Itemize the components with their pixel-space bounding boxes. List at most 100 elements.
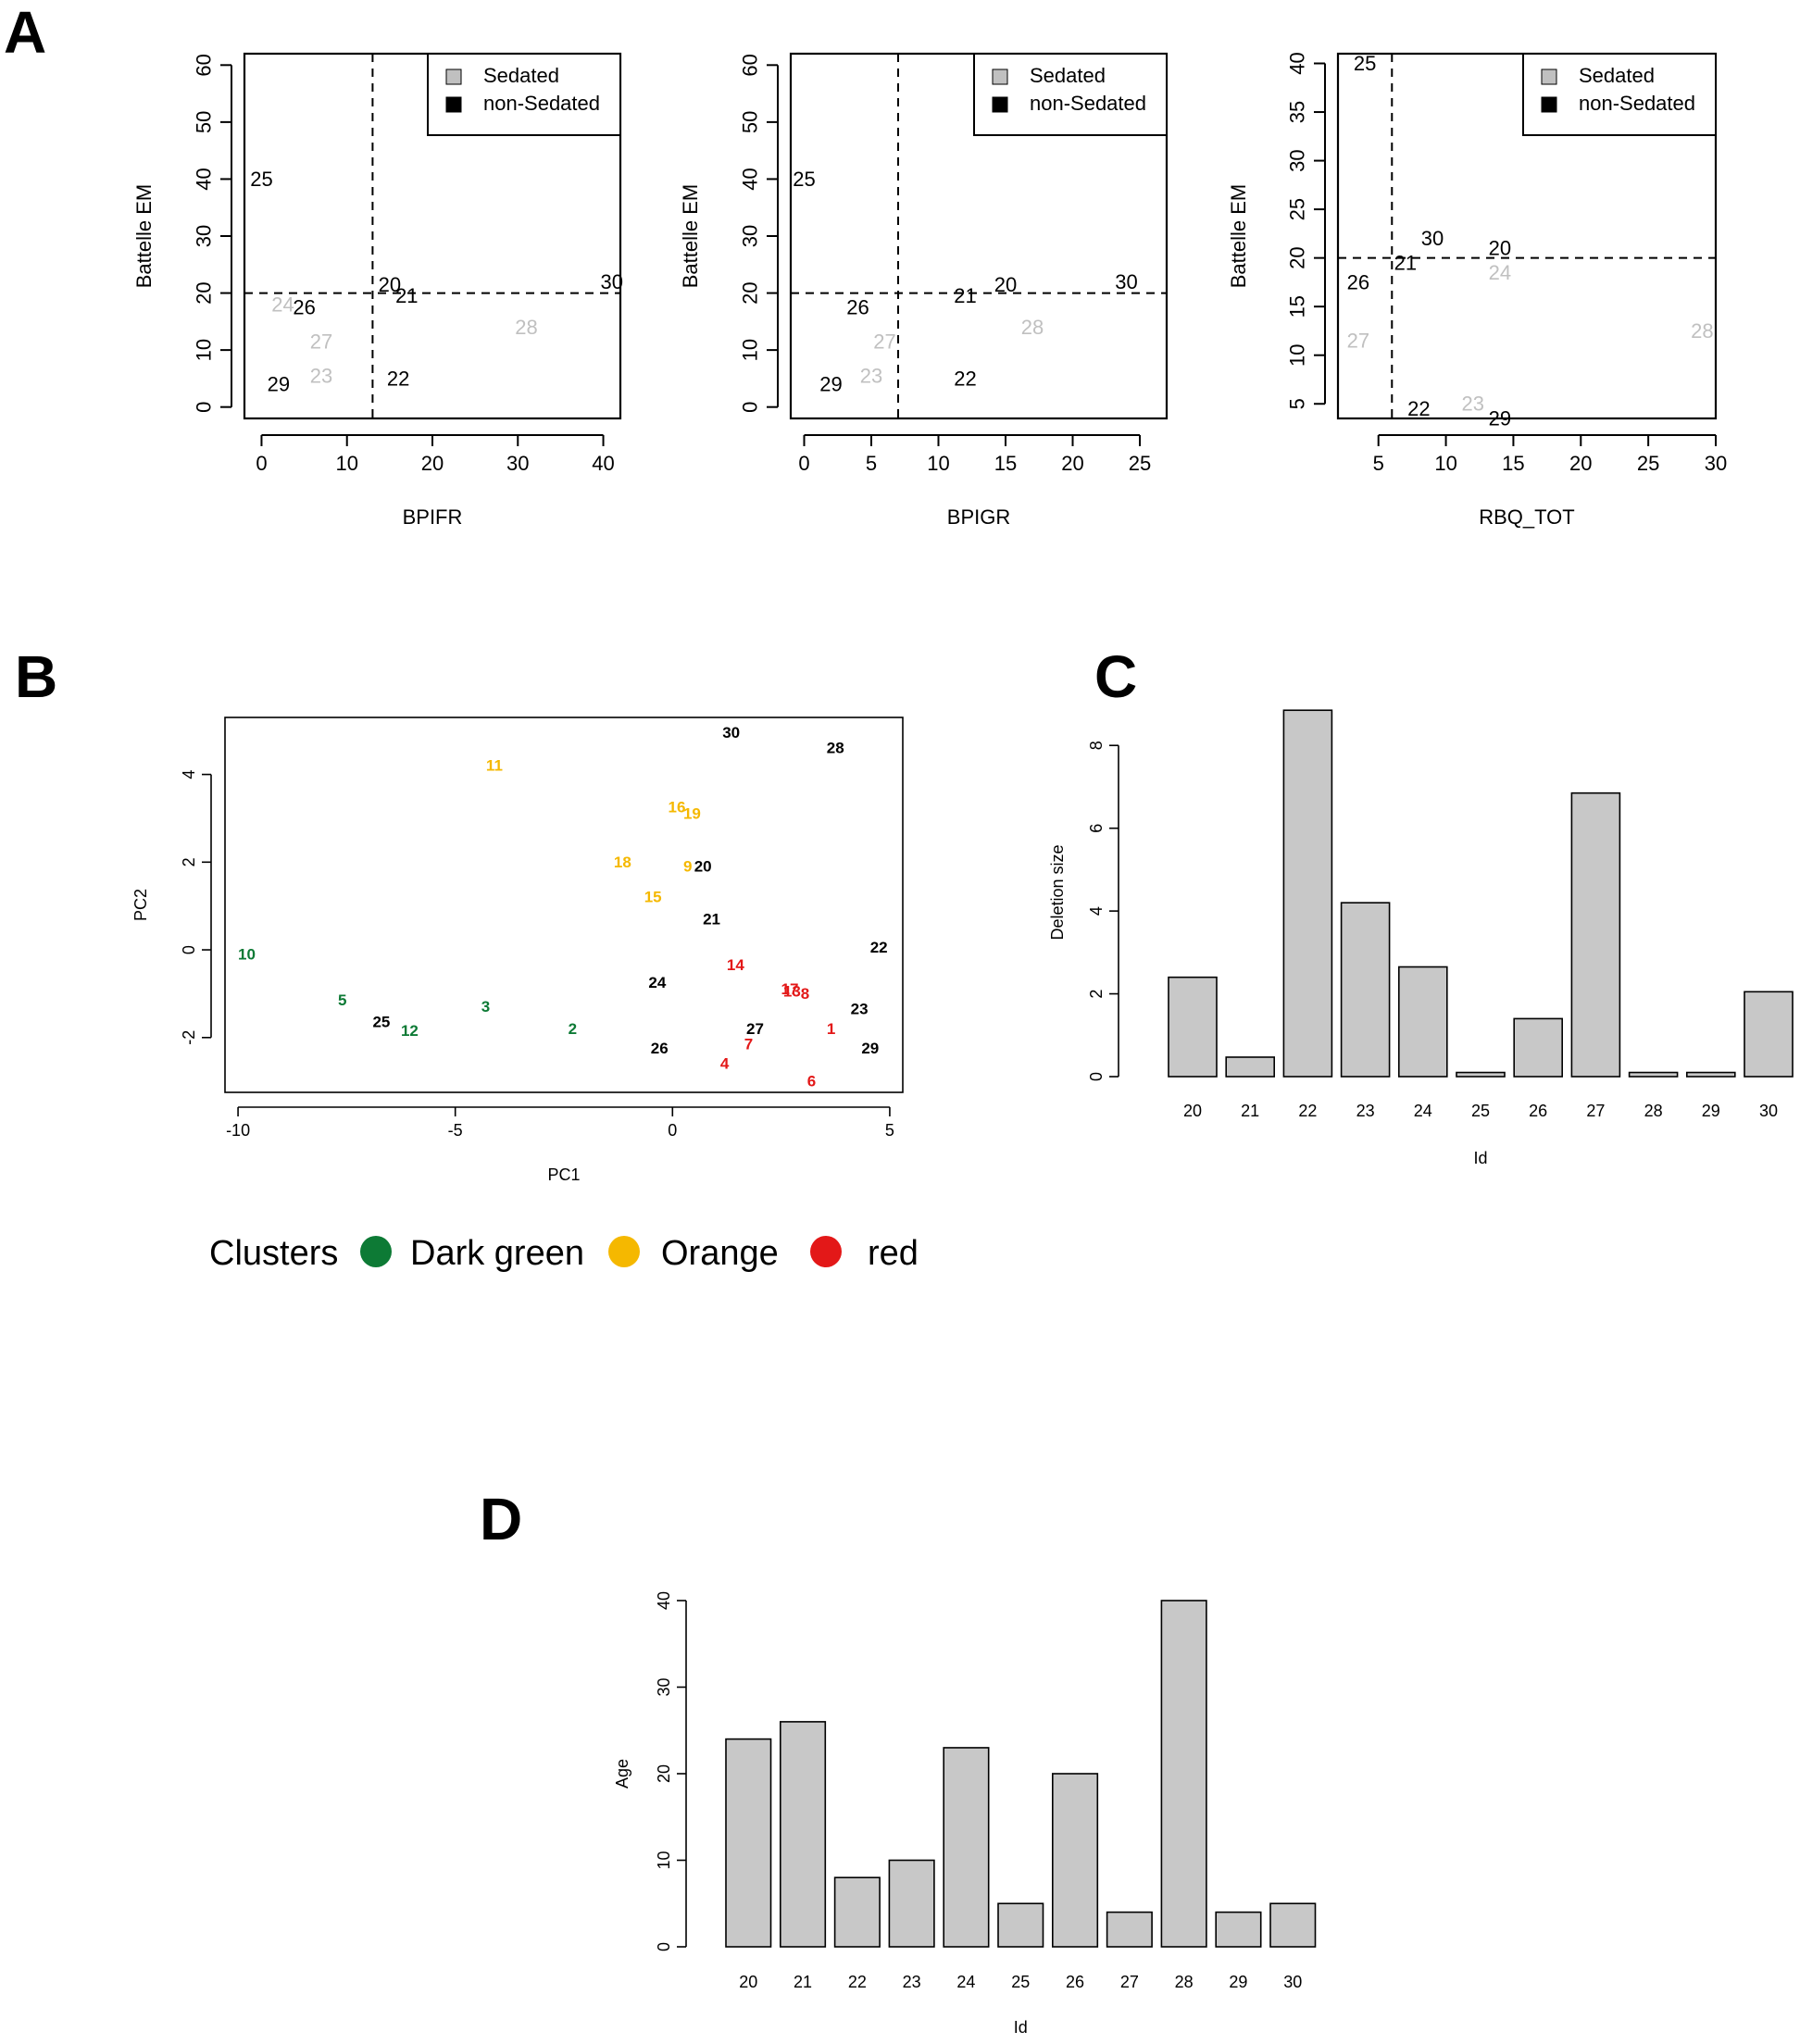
point-label-20: 20 — [379, 273, 401, 296]
legend-swatch-sedated — [992, 69, 1008, 85]
y-tick-label: 0 — [180, 945, 198, 954]
y-tick-label: 10 — [1286, 343, 1309, 366]
point-label-16: 16 — [669, 799, 686, 816]
x-tick-label: 20 — [1569, 452, 1592, 475]
point-label-22: 22 — [387, 367, 409, 390]
point-label-28: 28 — [515, 316, 537, 339]
point-label-21: 21 — [954, 284, 976, 307]
point-label-30: 30 — [601, 270, 623, 293]
category-label-21: 21 — [794, 1973, 812, 1991]
y-tick-label: 10 — [655, 1851, 673, 1869]
y-tick-label: 60 — [193, 54, 216, 76]
y-tick-label: 20 — [193, 281, 216, 304]
category-label-28: 28 — [1175, 1973, 1194, 1991]
x-tick-label: 0 — [668, 1121, 677, 1140]
point-label-29: 29 — [1489, 407, 1511, 430]
y-tick-label: 35 — [1286, 101, 1309, 123]
category-label-25: 25 — [1471, 1102, 1490, 1120]
x-tick-label: 25 — [1129, 452, 1151, 475]
y-tick-label: 4 — [180, 770, 198, 779]
category-label-22: 22 — [848, 1973, 867, 1991]
y-tick-label: 15 — [1286, 295, 1309, 318]
point-label-22: 22 — [1407, 397, 1430, 420]
y-tick-label: 0 — [1087, 1072, 1106, 1081]
chart-a2: 0 5 10 15 20 25 0 10 20 30 40 50 60 BPIGR Battelle EM S… — [679, 52, 1169, 529]
x-tick-label: 10 — [927, 452, 949, 475]
y-tick-label: 8 — [1087, 741, 1106, 750]
y-tick-label: 4 — [1087, 906, 1106, 916]
panel-label-b: B — [15, 643, 57, 710]
point-label-22: 22 — [870, 939, 888, 956]
x-tick-label: 0 — [798, 452, 809, 475]
point-label-21: 21 — [703, 910, 720, 928]
y-tick-label: 6 — [1087, 824, 1106, 833]
bar-20 — [725, 1738, 772, 1948]
point-label-10: 10 — [238, 945, 256, 963]
point-label-24: 24 — [1489, 261, 1511, 284]
category-label-23: 23 — [1356, 1102, 1375, 1120]
category-label-27: 27 — [1120, 1973, 1139, 1991]
bar-27 — [1570, 791, 1621, 1078]
y-tick-label: 0 — [739, 402, 762, 413]
x-tick-label: 10 — [1434, 452, 1456, 475]
y-axis-title: PC2 — [131, 889, 150, 921]
x-tick-label: 5 — [1373, 452, 1384, 475]
point-label-3: 3 — [481, 998, 490, 1016]
y-tick-label: 20 — [1286, 246, 1309, 268]
y-tick-label: -2 — [180, 1030, 198, 1045]
category-label-20: 20 — [1183, 1102, 1202, 1120]
category-label-27: 27 — [1586, 1102, 1605, 1120]
x-tick-label: 30 — [1705, 452, 1727, 475]
bar-22 — [833, 1876, 881, 1948]
chart-d-bars: 20 21 22 23 24 25 26 27 28 29 30 0 10 20 30 40 Id Age — [613, 1591, 1317, 2037]
point-label-25: 25 — [793, 168, 815, 191]
point-label-14: 14 — [727, 956, 744, 974]
y-axis-title: Age — [613, 1759, 631, 1788]
point-label-28: 28 — [827, 740, 844, 757]
category-label-23: 23 — [903, 1973, 921, 1991]
legend-box — [973, 53, 1168, 136]
x-axis-title: BPIGR — [947, 505, 1010, 529]
chart-a1: 0 10 20 30 40 0 10 20 30 40 50 60 BPIFR Battelle EM Se… — [132, 52, 623, 529]
y-tick-label: 10 — [739, 339, 762, 361]
bar-30 — [1269, 1902, 1317, 1948]
y-tick-label: 30 — [739, 225, 762, 247]
point-label-12: 12 — [401, 1022, 419, 1040]
point-label-27: 27 — [873, 330, 895, 353]
x-tick-label: 5 — [866, 452, 877, 475]
x-tick-label: 30 — [506, 452, 529, 475]
legend-swatch-non-sedated — [445, 96, 462, 113]
bar-27 — [1106, 1911, 1153, 1948]
legend-swatch-sedated — [1541, 69, 1557, 85]
x-tick-label: -10 — [226, 1121, 250, 1140]
y-tick-label: 40 — [655, 1591, 673, 1610]
x-tick-label: 10 — [335, 452, 357, 475]
y-tick-label: 2 — [1087, 990, 1106, 999]
y-tick-label: 60 — [739, 54, 762, 76]
y-axis-title: Deletion size — [1048, 844, 1067, 940]
category-label-22: 22 — [1298, 1102, 1317, 1120]
point-label-28: 28 — [1021, 316, 1044, 339]
legend-label-non-sedated: non-Sedated — [1579, 92, 1695, 115]
category-label-21: 21 — [1241, 1102, 1259, 1120]
y-tick-label: 40 — [193, 168, 216, 190]
legend-label-non-sedated: non-Sedated — [483, 92, 600, 115]
legend-label-orange: Orange — [661, 1234, 779, 1273]
point-label-29: 29 — [268, 373, 290, 396]
bar-21 — [1225, 1056, 1275, 1078]
point-label-25: 25 — [1354, 52, 1376, 75]
bar-23 — [1340, 902, 1391, 1078]
x-axis-title: BPIFR — [403, 505, 463, 529]
point-label-23: 23 — [310, 364, 332, 387]
bar-20 — [1168, 976, 1218, 1078]
point-label-20: 20 — [1489, 237, 1511, 260]
y-tick-label: 20 — [655, 1764, 673, 1783]
category-label-29: 29 — [1702, 1102, 1720, 1120]
legend-swatch-non-sedated — [992, 96, 1008, 113]
y-tick-label: 50 — [739, 111, 762, 133]
point-label-22: 22 — [954, 367, 976, 390]
bar-25 — [997, 1902, 1044, 1948]
legend-box — [427, 53, 621, 136]
